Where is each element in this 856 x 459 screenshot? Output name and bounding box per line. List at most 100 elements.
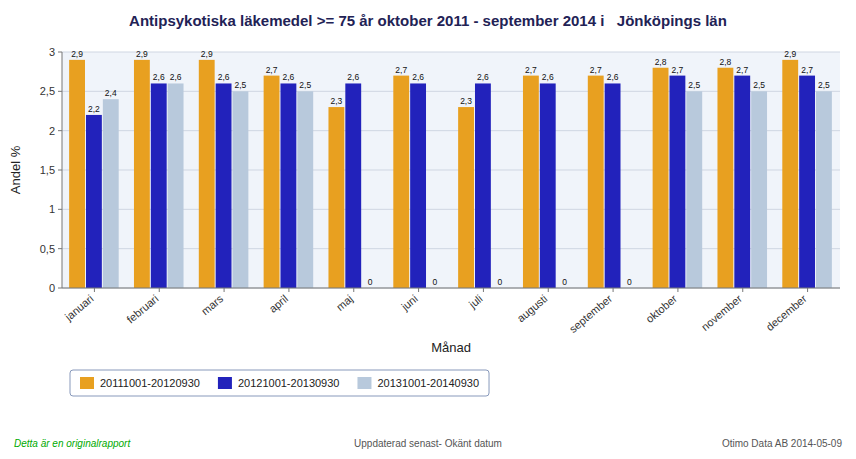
tick-mark (224, 288, 225, 292)
tick-mark (677, 288, 678, 292)
legend-label: 20131001-20140930 (377, 377, 479, 389)
data-label: 0 (562, 277, 567, 287)
bar (816, 91, 832, 288)
legend: 20111001-20120930 20121001-20130930 201310… (70, 370, 489, 396)
tick-mark (742, 288, 743, 292)
legend-swatch (218, 377, 232, 389)
tick-label: 2 (49, 125, 55, 137)
bar (458, 107, 474, 288)
legend-swatch (357, 377, 371, 389)
data-label: 0 (368, 277, 373, 287)
bar (734, 76, 750, 288)
bar (233, 91, 249, 288)
bar (605, 83, 621, 288)
data-label: 2,7 (736, 65, 748, 75)
tick-mark (58, 130, 62, 131)
data-label: 2,4 (105, 88, 117, 98)
tick-label: 1,5 (40, 164, 55, 176)
bar (199, 60, 215, 288)
data-label: 2,6 (607, 72, 619, 82)
tick-mark (418, 288, 419, 292)
tick-mark (548, 288, 549, 292)
tick-label: november (699, 292, 744, 333)
data-label: 2,7 (525, 65, 537, 75)
bar (475, 83, 491, 288)
bar (168, 83, 184, 288)
legend-swatch (80, 377, 94, 389)
title: Antipsykotiska läkemedel >= 75 år oktobe… (129, 12, 727, 29)
tick-label: september (567, 292, 615, 335)
bar (686, 91, 702, 288)
tick-label: augusti (515, 292, 550, 324)
bar (216, 83, 232, 288)
tick-mark (353, 288, 354, 292)
legend-frame (70, 370, 489, 396)
bar (588, 76, 604, 288)
tick-mark (58, 248, 62, 249)
data-label: 2,9 (201, 49, 213, 59)
data-label: 2,2 (88, 104, 100, 114)
bar (280, 83, 296, 288)
bar (410, 83, 426, 288)
data-label: 2,7 (801, 65, 813, 75)
bar (717, 68, 733, 288)
data-label: 2,9 (136, 49, 148, 59)
bar (69, 60, 85, 288)
tick-mark (58, 52, 62, 53)
legend-label: 20121001-20130930 (238, 377, 340, 389)
plot-background (62, 52, 840, 288)
bar (328, 107, 344, 288)
tick-mark (613, 288, 614, 292)
data-label: 2,6 (347, 72, 359, 82)
data-label: 2,9 (71, 49, 83, 59)
data-label: 2,5 (818, 80, 830, 90)
tick-mark (159, 288, 160, 292)
tick-mark (288, 288, 289, 292)
data-label: 0 (433, 277, 438, 287)
data-label: 2,5 (688, 80, 700, 90)
data-label: 2,6 (153, 72, 165, 82)
data-label: 2,7 (672, 65, 684, 75)
tick-label: juli (466, 292, 485, 310)
data-label: 2,6 (170, 72, 182, 82)
bar (782, 60, 798, 288)
bar (653, 68, 669, 288)
bar (523, 76, 539, 288)
data-label: 2,3 (460, 96, 472, 106)
tick-mark (58, 91, 62, 92)
tick-label: juni (398, 292, 420, 313)
tick-mark (807, 288, 808, 292)
tick-label: januari (62, 292, 96, 323)
chart: Antipsykotiska läkemedel >= 75 år oktobe… (0, 0, 856, 459)
tick-label: april (267, 292, 291, 315)
data-label: 2,9 (784, 49, 796, 59)
tick-label: 0,5 (40, 243, 55, 255)
data-labels: 2,92,92,92,72,32,72,32,72,72,82,82,92,22… (71, 49, 830, 287)
tick-label: 1 (49, 203, 55, 215)
legend-label: 20111001-20120930 (100, 377, 200, 389)
data-label: 2,8 (655, 57, 667, 67)
footer-text: Detta är en originalrapport (14, 438, 131, 449)
data-label: 2,5 (299, 80, 311, 90)
data-label: 2,7 (395, 65, 407, 75)
x-axis-label: Månad (431, 340, 471, 355)
footer-text: Uppdaterad senast- Okänt datum (354, 438, 502, 449)
data-label: 2,8 (719, 57, 731, 67)
tick-label: februari (124, 292, 160, 325)
bar (103, 99, 119, 288)
data-label: 2,5 (753, 80, 765, 90)
tick-label: mars (199, 292, 226, 317)
y-axis-label: Andel % (8, 145, 23, 194)
data-label: 2,6 (412, 72, 424, 82)
x-axis: januarifebruarimarsaprilmajjunijuliaugus… (62, 288, 809, 335)
bar (297, 91, 313, 288)
bars (69, 60, 832, 288)
data-label: 2,6 (477, 72, 489, 82)
bar (751, 91, 767, 288)
bar (669, 76, 685, 288)
data-label: 2,5 (235, 80, 247, 90)
bar (264, 76, 280, 288)
tick-label: december (764, 292, 809, 333)
bar (799, 76, 815, 288)
y-axis: 00,511,522,53 (40, 46, 840, 294)
